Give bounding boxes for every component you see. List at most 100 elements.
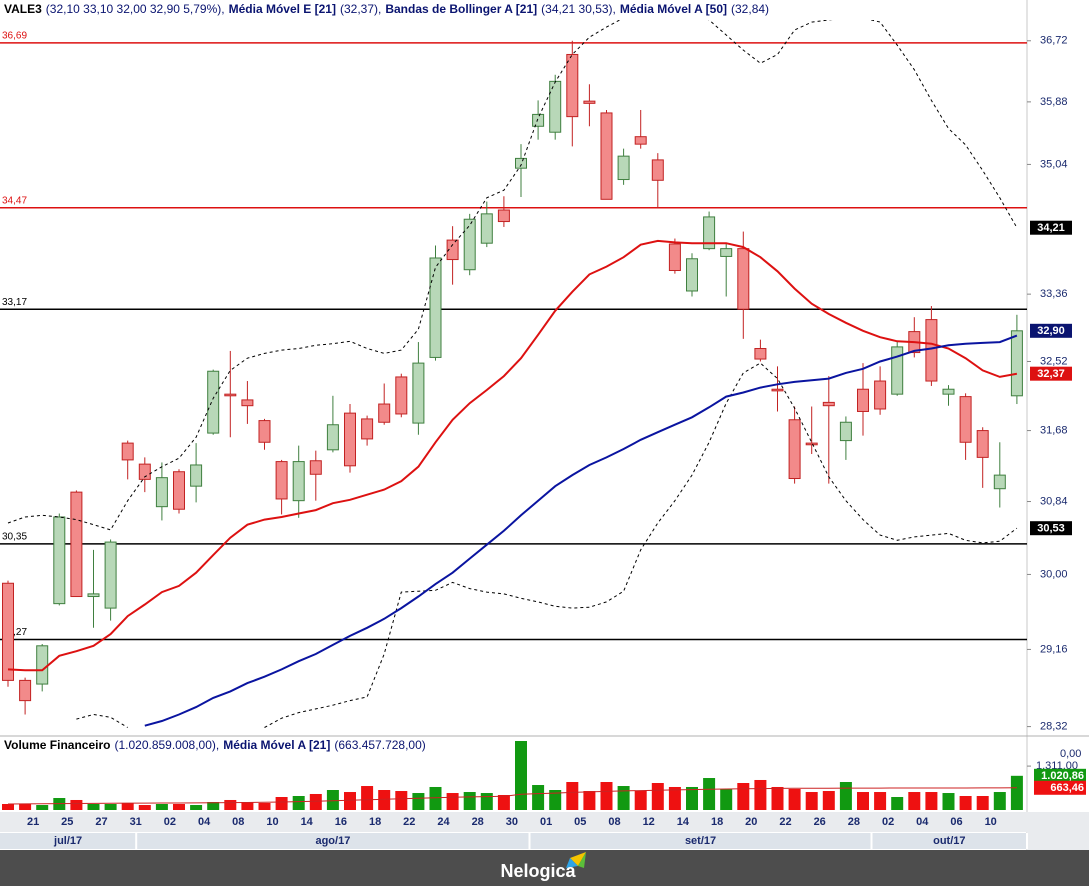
candle-body bbox=[839, 421, 852, 442]
x-tick-label: 27 bbox=[95, 816, 107, 828]
candle-body bbox=[173, 471, 185, 510]
month-label: ago/17 bbox=[315, 835, 350, 847]
volume-bar bbox=[993, 792, 1006, 810]
volume-axis-label: 0,00 bbox=[1060, 748, 1081, 760]
candle-body bbox=[651, 159, 664, 181]
candle-body bbox=[326, 424, 339, 451]
volume-label: 1.020,86 bbox=[1041, 770, 1084, 782]
volume-bar bbox=[925, 792, 938, 810]
candle-body bbox=[634, 136, 647, 145]
candle-body bbox=[155, 477, 168, 508]
volume-bar bbox=[412, 793, 425, 810]
x-tick-label: 08 bbox=[608, 816, 620, 828]
header-name: Volume Financeiro bbox=[4, 738, 110, 752]
candle-body bbox=[891, 346, 904, 395]
volume-bar bbox=[190, 805, 203, 810]
candle-body bbox=[1010, 330, 1023, 397]
price-label: 34,21 bbox=[1037, 222, 1065, 234]
volume-label-box bbox=[1034, 768, 1086, 783]
x-tick-label: 22 bbox=[403, 816, 415, 828]
level-label: 34,47 bbox=[2, 195, 27, 206]
volume-bar bbox=[173, 804, 185, 810]
volume-bar bbox=[275, 797, 288, 810]
price-label: 32,90 bbox=[1037, 325, 1065, 337]
indicator-line bbox=[76, 362, 1018, 728]
volume-bar bbox=[463, 792, 476, 810]
volume-bar bbox=[532, 785, 545, 810]
candle-body bbox=[463, 218, 476, 271]
candle-body bbox=[412, 362, 425, 424]
level-label: 29,27 bbox=[2, 627, 27, 638]
volume-bar bbox=[822, 791, 835, 810]
volume-bar bbox=[651, 783, 664, 810]
candle-body bbox=[600, 112, 613, 200]
indicator-line bbox=[144, 334, 1018, 727]
x-tick-label: 06 bbox=[950, 816, 962, 828]
month-label: out/17 bbox=[933, 835, 965, 847]
volume-bar bbox=[549, 790, 562, 810]
volume-bar bbox=[874, 792, 887, 810]
x-tick-label: 02 bbox=[882, 816, 894, 828]
volume-bar bbox=[344, 792, 356, 810]
volume-bar bbox=[515, 741, 527, 810]
volume-bar bbox=[378, 790, 391, 810]
header-name: Bandas de Bollinger A [21] bbox=[385, 2, 537, 16]
x-tick-label: 25 bbox=[61, 816, 73, 828]
volume-bar bbox=[155, 804, 168, 810]
volume-bar bbox=[891, 797, 904, 810]
candle-body bbox=[309, 460, 322, 475]
candle-body bbox=[275, 461, 288, 500]
panel-header: VALE3 (32,10 33,10 32,00 32,90 5,79%), Méd… bbox=[4, 2, 769, 16]
volume-bar bbox=[720, 789, 733, 810]
x-tick-label: 08 bbox=[232, 816, 244, 828]
candle-body bbox=[703, 216, 716, 250]
volume-bar bbox=[70, 799, 83, 810]
candle-body bbox=[549, 80, 562, 133]
volume-bar bbox=[121, 803, 134, 810]
volume-bar bbox=[857, 792, 869, 810]
footer-logo: Nelogica bbox=[500, 861, 576, 881]
candle-body bbox=[805, 442, 818, 446]
candle-body bbox=[446, 239, 459, 261]
x-tick-label: 05 bbox=[574, 816, 586, 828]
header-name: VALE3 bbox=[4, 2, 42, 16]
volume-label-box bbox=[1034, 780, 1086, 795]
month-label: set/17 bbox=[685, 835, 716, 847]
candle-body bbox=[224, 393, 237, 397]
volume-plot bbox=[2, 741, 1023, 810]
volume-bar bbox=[446, 793, 459, 810]
header-value: (663.457.728,00) bbox=[334, 738, 425, 752]
volume-bar bbox=[617, 786, 630, 810]
candle-body bbox=[959, 396, 972, 443]
candle-body bbox=[190, 464, 203, 487]
volume-average bbox=[7, 787, 1017, 805]
volume-label: 663,46 bbox=[1050, 782, 1084, 794]
x-tick-label: 14 bbox=[301, 816, 314, 828]
candle-body bbox=[104, 541, 117, 609]
volume-bar bbox=[805, 792, 818, 810]
volume-bar bbox=[361, 786, 374, 810]
header-value: (1.020.859.008,00), bbox=[114, 738, 219, 752]
candle-body bbox=[2, 582, 14, 681]
x-tick-label: 04 bbox=[198, 816, 211, 828]
candle-body bbox=[771, 388, 784, 392]
volume-bar bbox=[19, 804, 32, 810]
candle-body bbox=[53, 516, 66, 605]
header-value: (32,84) bbox=[731, 2, 769, 16]
x-tick-label: 20 bbox=[745, 816, 757, 828]
price-plot bbox=[2, 20, 1023, 728]
header-name: Média Móvel A [21] bbox=[223, 738, 330, 752]
candle-body bbox=[566, 53, 579, 118]
volume-bar bbox=[395, 791, 408, 810]
candle-body bbox=[993, 474, 1006, 490]
x-tick-label: 26 bbox=[814, 816, 826, 828]
candle-body bbox=[19, 679, 32, 702]
candle-body bbox=[480, 213, 493, 244]
volume-bar bbox=[36, 805, 49, 810]
volume-bar bbox=[104, 804, 117, 810]
candle-body bbox=[258, 420, 271, 443]
volume-bar bbox=[1010, 775, 1023, 810]
y-tick-label: 35,04 bbox=[1040, 158, 1068, 170]
y-tick-label: 31,68 bbox=[1040, 424, 1068, 436]
x-tick-label: 10 bbox=[985, 816, 997, 828]
